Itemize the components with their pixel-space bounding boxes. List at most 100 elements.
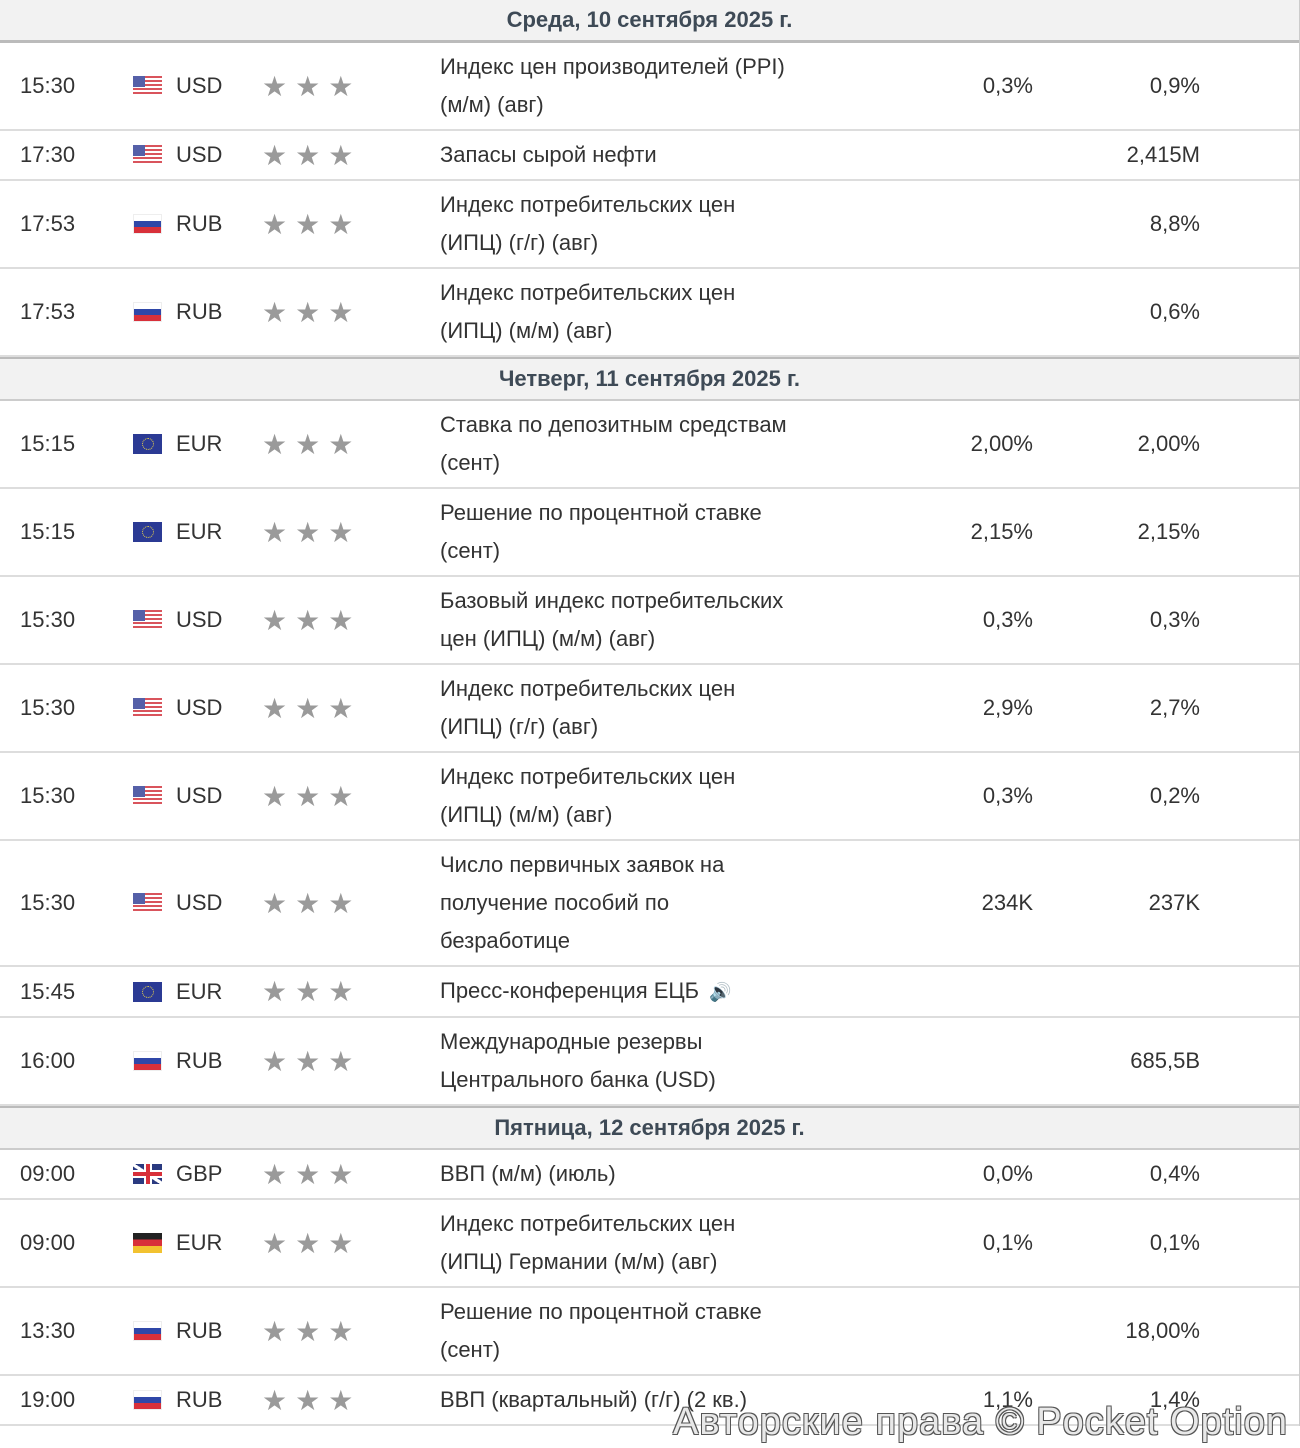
event-name[interactable]: Индекс цен производителей (PPI) (м/м) (а… — [440, 54, 785, 117]
event-name-cell[interactable]: Запасы сырой нефти — [440, 136, 800, 174]
event-row[interactable]: 15:30 USD ★★★ Индекс потребительских цен (И… — [0, 753, 1299, 841]
event-currency: USD — [176, 607, 223, 632]
day-header: Среда, 10 сентября 2025 г. — [0, 0, 1299, 43]
event-name-cell[interactable]: Международные резервы Центрального банка… — [440, 1023, 800, 1099]
event-currency: RUB — [176, 211, 223, 236]
flag-us-icon — [133, 145, 162, 165]
event-previous: 8,8% — [1149, 211, 1200, 236]
flag-eu-icon — [133, 981, 162, 1002]
event-name[interactable]: Индекс потребительских цен (ИПЦ) (г/г) (… — [440, 192, 736, 255]
flag-ru-icon — [133, 1051, 162, 1071]
event-currency: RUB — [176, 1387, 223, 1412]
event-forecast: 2,00% — [970, 431, 1033, 456]
event-time: 17:30 — [20, 142, 76, 167]
importance-stars-icon: ★★★ — [262, 604, 362, 636]
day-header: Пятница, 12 сентября 2025 г. — [0, 1106, 1299, 1150]
event-forecast: 0,3% — [982, 607, 1033, 632]
event-row[interactable]: 13:30 RUB ★★★ Решение по процентной ставке … — [0, 1288, 1299, 1376]
importance-stars-icon: ★★★ — [262, 1158, 362, 1190]
event-row[interactable]: 09:00 GBP ★★★ ВВП (м/м) (июль) 0,0% 0,4% — [0, 1150, 1299, 1200]
event-currency: EUR — [176, 978, 223, 1004]
event-name-cell[interactable]: Решение по процентной ставке (сент) — [440, 494, 800, 570]
event-row[interactable]: 15:45 EUR ★★★ Пресс-конференция ЕЦБ 🔊 — [0, 967, 1299, 1018]
event-currency: USD — [176, 142, 223, 167]
event-time: 15:45 — [20, 978, 76, 1004]
event-previous: 2,415M — [1126, 142, 1200, 167]
event-name[interactable]: Решение по процентной ставке (сент) — [440, 500, 762, 563]
flag-gb-icon — [133, 1164, 162, 1184]
event-previous: 2,15% — [1137, 519, 1200, 544]
event-row[interactable]: 15:30 USD ★★★ Число первичных заявок на пол… — [0, 841, 1299, 967]
event-name-cell[interactable]: Индекс цен производителей (PPI) (м/м) (а… — [440, 48, 800, 124]
event-name[interactable]: Индекс потребительских цен (ИПЦ) (м/м) (… — [440, 280, 736, 343]
event-name[interactable]: Запасы сырой нефти — [440, 142, 657, 167]
event-time: 16:00 — [20, 1048, 76, 1073]
flag-us-icon — [133, 610, 162, 630]
event-row[interactable]: 17:53 RUB ★★★ Индекс потребительских цен (И… — [0, 269, 1299, 357]
flag-eu-icon — [133, 522, 162, 542]
event-previous: 0,4% — [1149, 1161, 1200, 1186]
event-name[interactable]: Ставка по депозитным средствам (сент) — [440, 412, 787, 475]
event-name[interactable]: Индекс потребительских цен (ИПЦ) (г/г) (… — [440, 676, 736, 739]
flag-ru-icon — [133, 302, 162, 322]
importance-stars-icon: ★★★ — [262, 780, 362, 812]
event-name[interactable]: Число первичных заявок на получение посо… — [440, 852, 725, 953]
event-row[interactable]: 16:00 RUB ★★★ Международные резервы Централ… — [0, 1018, 1299, 1106]
importance-stars-icon: ★★★ — [262, 428, 362, 460]
event-name[interactable]: Индекс потребительских цен (ИПЦ) (м/м) (… — [440, 764, 736, 827]
event-forecast: 2,15% — [970, 519, 1033, 544]
event-name-cell[interactable]: Решение по процентной ставке (сент) — [440, 1293, 800, 1369]
event-previous: 0,2% — [1149, 783, 1200, 808]
event-name[interactable]: Пресс-конференция ЕЦБ — [440, 978, 700, 1003]
event-row[interactable]: 15:30 USD ★★★ Индекс потребительских цен (И… — [0, 665, 1299, 753]
event-name-cell[interactable]: Индекс потребительских цен (ИПЦ) (м/м) (… — [440, 758, 800, 834]
event-name-cell[interactable]: ВВП (квартальный) (г/г) (2 кв.) — [440, 1381, 800, 1419]
event-time: 15:30 — [20, 695, 76, 720]
event-name-cell[interactable]: Число первичных заявок на получение посо… — [440, 846, 800, 960]
event-time: 17:53 — [20, 211, 76, 236]
importance-stars-icon: ★★★ — [262, 887, 362, 919]
flag-us-icon — [133, 893, 162, 913]
event-previous: 2,00% — [1137, 431, 1200, 456]
event-previous: 0,1% — [1149, 1230, 1200, 1255]
event-name[interactable]: Международные резервы Центрального банка… — [440, 1029, 716, 1092]
event-name[interactable]: Базовый индекс потребительских цен (ИПЦ)… — [440, 588, 784, 651]
event-row[interactable]: 17:53 RUB ★★★ Индекс потребительских цен (И… — [0, 181, 1299, 269]
event-row[interactable]: 15:15 EUR ★★★ Ставка по депозитным средства… — [0, 401, 1299, 489]
event-name-cell[interactable]: Пресс-конференция ЕЦБ 🔊 — [440, 972, 800, 1011]
event-time: 19:00 — [20, 1387, 76, 1412]
event-row[interactable]: 15:30 USD ★★★ Базовый индекс потребительски… — [0, 577, 1299, 665]
event-name-cell[interactable]: Индекс потребительских цен (ИПЦ) Германи… — [440, 1205, 800, 1281]
event-name[interactable]: ВВП (квартальный) (г/г) (2 кв.) — [440, 1387, 748, 1412]
event-row[interactable]: 17:30 USD ★★★ Запасы сырой нефти 2,415M — [0, 131, 1299, 181]
event-row[interactable]: 09:00 EUR ★★★ Индекс потребительских цен (И… — [0, 1200, 1299, 1288]
flag-ru-icon — [133, 1321, 162, 1341]
event-previous: 1,4% — [1149, 1387, 1200, 1412]
event-time: 15:30 — [20, 607, 76, 632]
event-row[interactable]: 15:15 EUR ★★★ Решение по процентной ставке … — [0, 489, 1299, 577]
event-currency: EUR — [176, 1230, 223, 1255]
day-header: Четверг, 11 сентября 2025 г. — [0, 357, 1299, 401]
event-name[interactable]: Индекс потребительских цен (ИПЦ) Германи… — [440, 1211, 736, 1274]
event-row[interactable]: 15:30 USD ★★★ Индекс цен производителей (PP… — [0, 43, 1299, 131]
event-row[interactable]: 19:00 RUB ★★★ ВВП (квартальный) (г/г) (2 кв… — [0, 1376, 1299, 1426]
event-previous: 0,3% — [1149, 607, 1200, 632]
event-name-cell[interactable]: Индекс потребительских цен (ИПЦ) (г/г) (… — [440, 186, 800, 262]
event-currency: USD — [176, 695, 223, 720]
importance-stars-icon: ★★★ — [262, 1227, 362, 1259]
importance-stars-icon: ★★★ — [262, 516, 362, 548]
event-name-cell[interactable]: ВВП (м/м) (июль) — [440, 1155, 800, 1193]
event-forecast: 2,9% — [982, 695, 1033, 720]
importance-stars-icon: ★★★ — [262, 1045, 362, 1077]
event-name-cell[interactable]: Индекс потребительских цен (ИПЦ) (м/м) (… — [440, 274, 800, 350]
event-name-cell[interactable]: Базовый индекс потребительских цен (ИПЦ)… — [440, 582, 800, 658]
flag-de-icon — [133, 1233, 162, 1253]
event-forecast: 0,3% — [982, 73, 1033, 98]
event-name-cell[interactable]: Ставка по депозитным средствам (сент) — [440, 406, 800, 482]
event-name-cell[interactable]: Индекс потребительских цен (ИПЦ) (г/г) (… — [440, 670, 800, 746]
event-previous: 2,7% — [1149, 695, 1200, 720]
event-name[interactable]: Решение по процентной ставке (сент) — [440, 1299, 762, 1362]
speaker-icon: 🔊 — [709, 982, 732, 1002]
flag-ru-icon — [133, 214, 162, 234]
event-name[interactable]: ВВП (м/м) (июль) — [440, 1161, 616, 1186]
